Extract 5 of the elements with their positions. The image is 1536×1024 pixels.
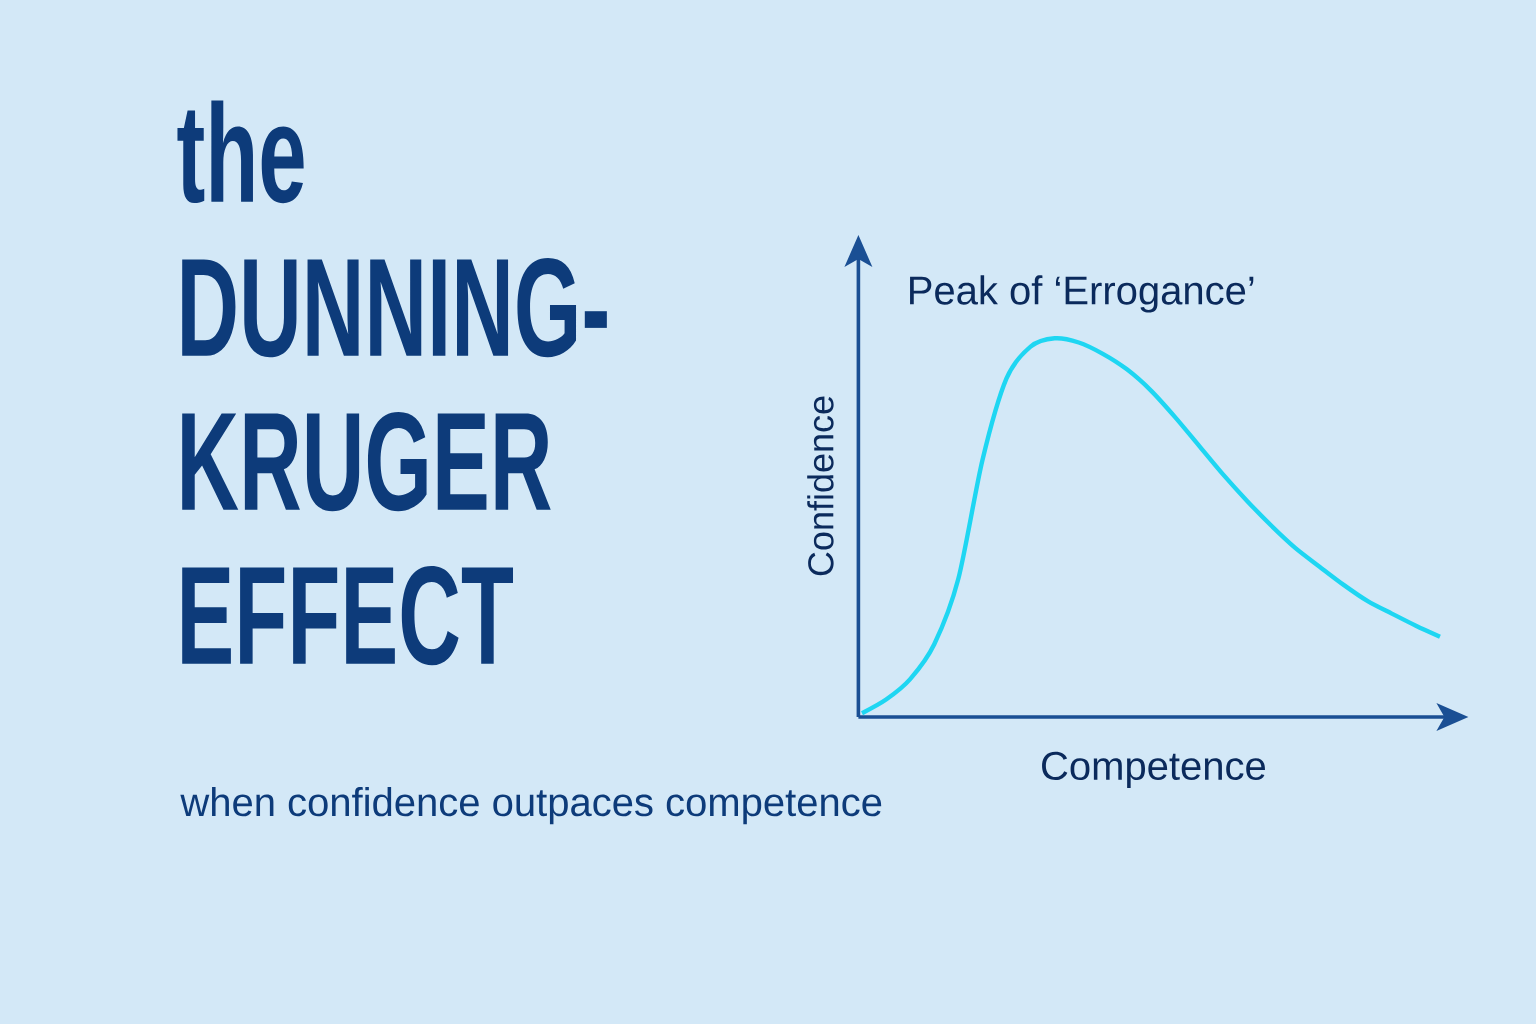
y-axis-title: Confidence [807, 396, 834, 576]
chart-title: the DUNNING-KRUGER EFFECT [177, 100, 607, 666]
text: when confidence outpaces competence [180, 787, 882, 825]
x-axis-title: Competence [1042, 751, 1265, 789]
text: Peak of ‘Errogance’ [910, 275, 1254, 313]
